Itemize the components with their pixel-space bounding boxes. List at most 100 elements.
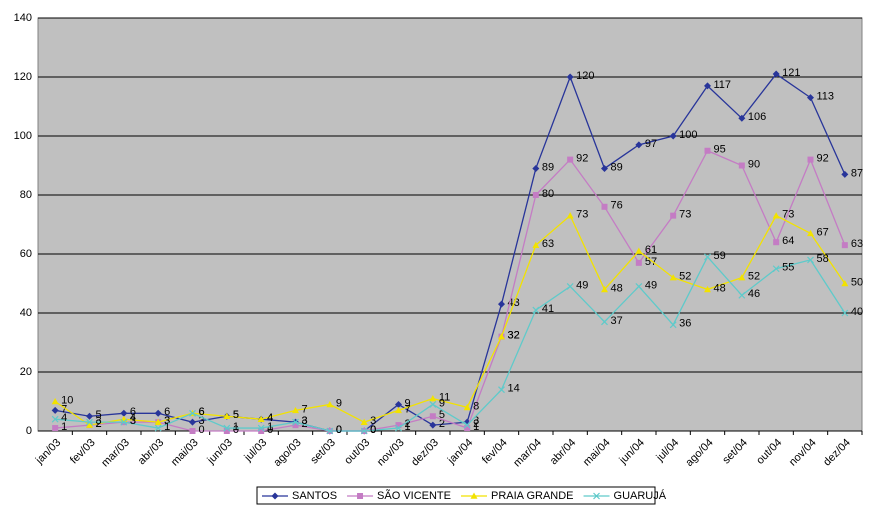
marker <box>429 413 436 420</box>
marker <box>566 212 574 219</box>
y-tick-label: 120 <box>14 71 32 83</box>
marker <box>292 418 299 426</box>
x-tick-label: nov/04 <box>787 437 819 469</box>
data-label: 95 <box>714 144 726 156</box>
marker <box>154 418 162 425</box>
marker-stroke <box>807 256 814 264</box>
data-label: 1 <box>164 421 170 433</box>
data-label: 4 <box>61 412 67 424</box>
x-tick-label: jul/04 <box>654 437 682 465</box>
data-label: 89 <box>611 161 623 173</box>
marker <box>86 421 93 428</box>
data-label: 37 <box>611 315 623 327</box>
data-label: 46 <box>748 288 760 300</box>
marker <box>738 291 746 299</box>
marker <box>429 395 437 402</box>
marker <box>807 156 814 163</box>
y-tick-label: 60 <box>20 248 32 260</box>
marker <box>601 203 608 210</box>
marker <box>154 409 162 417</box>
data-label: 117 <box>714 79 732 91</box>
marker <box>635 259 642 266</box>
data-label: 1 <box>267 421 273 433</box>
data-label: 11 <box>439 391 450 403</box>
data-label: 113 <box>817 91 835 103</box>
marker <box>498 386 505 394</box>
data-label: 3 <box>302 415 308 427</box>
marker <box>807 256 814 264</box>
data-label: 7 <box>405 403 411 415</box>
data-label: 36 <box>679 318 691 330</box>
marker <box>464 425 471 432</box>
marker <box>773 239 780 246</box>
y-tick-label: 0 <box>26 425 32 437</box>
data-label: 120 <box>576 70 594 82</box>
data-label: 8 <box>473 400 479 412</box>
data-label: 100 <box>679 129 697 141</box>
data-label: 3 <box>199 415 205 427</box>
data-label: 49 <box>576 279 588 291</box>
data-label: 5 <box>233 409 239 421</box>
legend-label: PRAIA GRANDE <box>491 490 574 502</box>
marker <box>635 247 643 254</box>
data-label: 7 <box>302 403 308 415</box>
marker <box>86 418 93 426</box>
marker-stroke <box>704 253 711 261</box>
data-label: 64 <box>782 235 794 247</box>
data-label: 52 <box>748 271 760 283</box>
data-label: 4 <box>130 412 136 424</box>
marker <box>120 409 128 417</box>
marker <box>532 241 540 248</box>
data-label: 9 <box>336 397 342 409</box>
data-label: 3 <box>130 415 136 427</box>
x-tick-label: mar/03 <box>99 437 132 470</box>
x-tick-label: abr/03 <box>136 437 167 468</box>
marker <box>257 415 265 422</box>
marker <box>704 285 711 293</box>
series-line <box>55 149 846 432</box>
data-label: 63 <box>851 238 863 250</box>
data-label: 5 <box>439 409 445 421</box>
marker-stroke <box>593 492 600 500</box>
marker <box>51 398 59 405</box>
marker <box>841 170 849 178</box>
marker-stroke <box>635 283 643 290</box>
data-label: 50 <box>851 276 863 288</box>
x-tick-label: abr/04 <box>548 437 579 468</box>
data-label: 89 <box>542 161 554 173</box>
marker <box>841 242 848 249</box>
marker <box>704 147 711 154</box>
marker-stroke <box>189 409 196 417</box>
marker <box>86 412 93 420</box>
marker <box>395 422 402 429</box>
marker-stroke <box>772 265 780 273</box>
x-tick-label: jun/03 <box>205 437 235 467</box>
data-label: 61 <box>645 244 657 256</box>
data-label: 0 <box>336 424 342 436</box>
x-tick-label: jan/03 <box>33 437 63 467</box>
data-label: 1 <box>61 421 67 433</box>
x-tick-label: set/04 <box>720 437 750 467</box>
marker <box>463 403 471 411</box>
marker <box>429 421 437 429</box>
data-label: 7 <box>61 403 67 415</box>
marker-stroke <box>669 321 677 329</box>
marker <box>395 424 402 432</box>
marker <box>271 492 279 500</box>
data-label: 3 <box>164 415 170 427</box>
x-tick-label: ago/03 <box>271 437 303 469</box>
marker <box>189 418 196 426</box>
data-label: 6 <box>130 406 136 418</box>
data-label: 106 <box>748 111 766 123</box>
data-label: 48 <box>611 282 623 294</box>
x-tick-label: set/03 <box>308 437 338 467</box>
data-label: 4 <box>267 412 273 424</box>
data-label: 6 <box>199 406 205 418</box>
data-label: 32 <box>508 330 520 342</box>
marker <box>257 424 265 432</box>
marker <box>567 156 574 163</box>
data-label: 3 <box>130 415 136 427</box>
marker <box>566 283 574 290</box>
marker <box>807 94 814 102</box>
